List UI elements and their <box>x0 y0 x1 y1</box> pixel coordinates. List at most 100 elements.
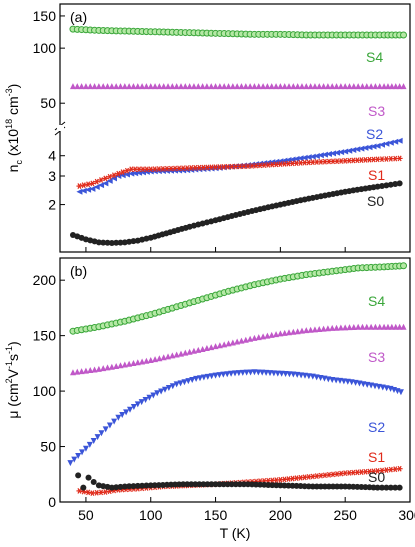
data-point <box>104 364 111 371</box>
data-point <box>338 149 345 156</box>
data-point <box>190 83 197 90</box>
data-point <box>69 83 76 90</box>
data-point <box>337 324 344 331</box>
data-point <box>235 370 242 377</box>
data-point <box>100 83 107 90</box>
data-point <box>82 445 89 452</box>
data-point <box>396 83 403 90</box>
data-point <box>247 335 254 342</box>
data-point <box>119 169 126 176</box>
data-point <box>69 369 76 376</box>
series-label: S3 <box>368 349 385 365</box>
data-point <box>126 83 133 90</box>
data-point <box>162 386 168 393</box>
data-point <box>74 368 81 375</box>
data-point <box>396 323 403 330</box>
data-point <box>152 83 159 90</box>
data-point <box>134 359 141 366</box>
data-point <box>117 483 124 490</box>
data-point <box>366 144 373 151</box>
data-point <box>90 438 97 444</box>
data-point <box>113 239 120 246</box>
data-point <box>274 370 281 377</box>
series-S1 <box>76 465 403 497</box>
series-S4 <box>69 262 408 335</box>
data-point <box>268 331 275 338</box>
data-point <box>286 83 293 90</box>
data-point <box>383 140 390 147</box>
data-point <box>181 379 188 386</box>
data-point <box>108 363 115 370</box>
data-point <box>251 369 258 376</box>
data-point <box>221 83 228 90</box>
data-point <box>316 83 323 90</box>
data-point <box>392 83 399 90</box>
data-point <box>359 323 366 330</box>
data-point <box>396 180 403 187</box>
data-point <box>108 484 115 491</box>
data-point <box>160 354 167 361</box>
data-point <box>303 327 310 334</box>
data-point <box>234 83 241 90</box>
series-label: S1 <box>368 167 385 183</box>
axis-break <box>54 121 66 136</box>
data-point <box>247 83 254 90</box>
data-point <box>229 339 236 346</box>
data-point <box>76 188 83 195</box>
data-point <box>388 83 395 90</box>
data-point <box>330 150 337 157</box>
data-point <box>115 172 122 179</box>
data-point <box>264 83 271 90</box>
data-point <box>126 360 133 367</box>
data-point <box>239 369 246 376</box>
data-point <box>392 181 399 188</box>
data-point <box>203 83 210 90</box>
data-point <box>142 396 149 403</box>
data-point <box>242 83 249 90</box>
data-point <box>228 370 235 377</box>
series-S4 <box>69 25 408 39</box>
series-S2 <box>67 369 404 467</box>
data-point <box>301 154 308 161</box>
data-point <box>106 422 113 429</box>
data-point <box>139 83 146 90</box>
data-point <box>108 83 115 90</box>
data-point <box>346 147 353 154</box>
data-point <box>177 83 184 90</box>
series-label: S1 <box>368 449 385 465</box>
data-point <box>134 83 141 90</box>
data-point <box>359 83 366 90</box>
data-point <box>102 175 109 182</box>
data-point <box>117 239 124 246</box>
data-point <box>242 336 249 343</box>
data-point <box>238 83 245 90</box>
data-point <box>130 483 137 490</box>
data-point <box>383 182 390 189</box>
data-point <box>165 384 172 391</box>
data-point <box>152 356 159 363</box>
data-point <box>376 83 383 90</box>
series-label: S3 <box>368 103 385 119</box>
data-point <box>286 329 293 336</box>
data-point <box>260 333 267 340</box>
data-point <box>268 83 275 90</box>
data-point <box>127 406 133 413</box>
panel-b-series: S4 S3 S2 S1 S0 <box>67 262 408 497</box>
panel-b-xtick-label: 250 <box>334 507 358 523</box>
data-point <box>199 345 206 352</box>
data-point <box>146 394 153 401</box>
data-point <box>320 83 327 90</box>
data-point <box>76 183 83 189</box>
data-point <box>303 83 310 90</box>
data-point <box>147 83 154 90</box>
data-point <box>212 83 219 90</box>
data-point <box>117 362 124 369</box>
data-point <box>350 147 357 154</box>
data-point <box>320 325 327 332</box>
data-point <box>370 143 377 150</box>
data-point <box>309 153 316 160</box>
data-point <box>193 375 200 382</box>
data-point <box>368 83 375 90</box>
data-point <box>321 151 328 158</box>
data-point <box>85 474 92 481</box>
